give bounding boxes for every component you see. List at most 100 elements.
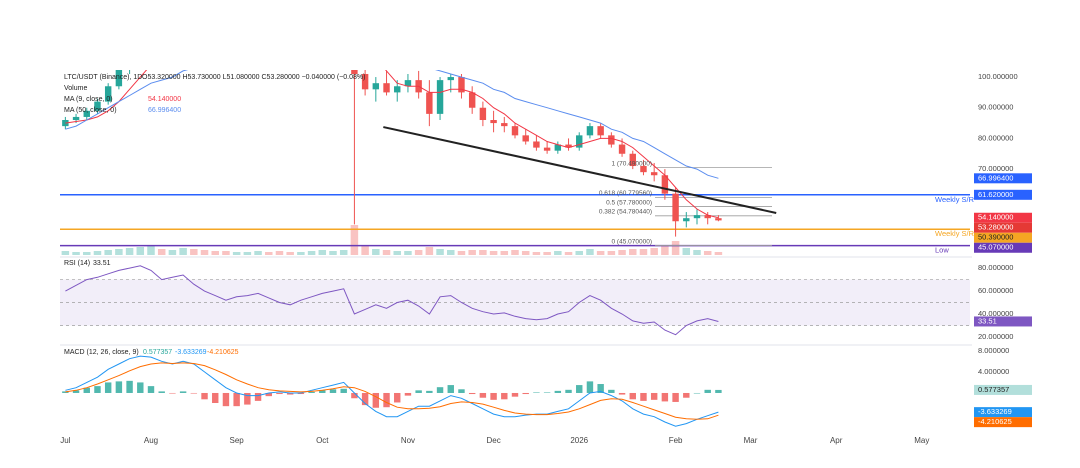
volume-bar (318, 250, 327, 255)
histogram-bar (340, 388, 347, 393)
histogram-bar (640, 392, 647, 401)
candle-body (137, 40, 143, 52)
level-label: Weekly S/R (935, 195, 975, 204)
candle-body (404, 80, 412, 87)
histogram-bar (479, 392, 487, 398)
y-tick-label: 70.000000 (978, 164, 1013, 173)
candle-body (372, 83, 380, 90)
price-tag-label: 50.390000 (978, 233, 1013, 242)
candle-body (340, 16, 346, 25)
candle-body (683, 218, 690, 222)
volume-bar (147, 246, 155, 255)
volume-bar (661, 246, 669, 255)
candle-body (715, 218, 722, 221)
level-label: Low (935, 246, 949, 255)
histogram-bar (415, 390, 422, 393)
fib-label: 0.5 (57.780000) (606, 199, 652, 206)
histogram-bar (286, 392, 294, 395)
x-tick-label: Sep (230, 436, 245, 445)
volume-bar (671, 241, 680, 255)
price-tag-label: 54.140000 (978, 213, 1013, 222)
volume-bar (554, 251, 562, 255)
y-tick-label: 4.000000 (978, 367, 1009, 376)
volume-bar (179, 248, 187, 255)
volume-bar (115, 249, 123, 255)
price-pane (60, 16, 970, 255)
y-tick-label: 80.000000 (978, 133, 1013, 142)
pane-title: RSI (14) (64, 260, 90, 267)
line-series (65, 70, 719, 179)
price-tag-label: 53.280000 (978, 223, 1013, 232)
pane-value: -3.633269 (175, 349, 207, 356)
x-tick-label: Apr (830, 436, 843, 445)
x-tick-label: May (914, 436, 929, 445)
price-tag (974, 242, 1032, 253)
histogram-bar (319, 390, 326, 393)
candle-body (394, 86, 401, 93)
price-tag-label: -4.210625 (978, 417, 1012, 426)
line-series (65, 355, 719, 427)
histogram-bar (147, 386, 155, 393)
price-tag-label: 45.070000 (978, 243, 1013, 252)
y-tick-label: 8.000000 (978, 346, 1009, 355)
volume-bar (393, 251, 401, 255)
volume-bar (639, 249, 648, 255)
price-tag-label: 0.577357 (978, 385, 1009, 394)
y-tick-label: 90.000000 (978, 103, 1013, 112)
candle-body (212, 40, 218, 46)
histogram-bar (372, 392, 380, 408)
volume-bar (297, 252, 305, 255)
candle-body (255, 34, 261, 40)
histogram-bar (597, 384, 604, 393)
volume-bar (532, 252, 541, 255)
volume-bar (83, 252, 91, 255)
candle-body (298, 43, 304, 52)
x-tick-label: Aug (144, 436, 158, 445)
histogram-bar (618, 392, 626, 395)
volume-bar (511, 250, 519, 255)
candle-body (533, 141, 540, 148)
candle-body (169, 34, 175, 40)
volume-bar (232, 252, 241, 255)
candle-body (126, 53, 132, 68)
legend-value: 54.140000 (148, 96, 181, 103)
histogram-bar (201, 392, 208, 400)
volume-bar (629, 249, 637, 255)
histogram-bar (543, 392, 551, 393)
volume-bar (575, 251, 583, 255)
candle-body (383, 83, 390, 93)
volume-bar (372, 249, 380, 255)
price-tag (974, 417, 1032, 428)
histogram-bar (608, 389, 615, 393)
histogram-bar (212, 392, 219, 403)
volume-bar (275, 251, 284, 255)
volume-bar (254, 251, 262, 255)
candle-body (661, 175, 669, 194)
volume-bar (339, 250, 348, 255)
y-tick-label: 40.000000 (978, 309, 1013, 318)
histogram-bar (394, 392, 401, 403)
volume-bar (564, 252, 573, 255)
candle-body (586, 126, 594, 136)
line-series (65, 362, 719, 420)
histogram-bar (126, 380, 133, 393)
histogram-bar (436, 387, 444, 393)
histogram-bar (554, 390, 562, 393)
histogram-bar (672, 392, 679, 402)
histogram-bar (72, 390, 80, 393)
candle-body (180, 19, 186, 34)
volume-bar (61, 251, 70, 255)
volume-bar (286, 252, 294, 255)
x-tick-label: Oct (316, 436, 329, 445)
x-tick-label: Nov (401, 436, 415, 445)
candle-body (223, 46, 229, 52)
histogram-bar (586, 381, 594, 393)
ohlc-text: O53.320000 H53.730000 L51.080000 C53.280… (142, 74, 365, 81)
candle-body (266, 34, 272, 37)
volume-bar (586, 249, 594, 255)
candle-body (436, 80, 444, 114)
candle-body (287, 46, 293, 52)
histogram-bar (533, 392, 540, 393)
pane-value: 0.577357 (143, 349, 172, 356)
histogram-bar (222, 392, 230, 407)
